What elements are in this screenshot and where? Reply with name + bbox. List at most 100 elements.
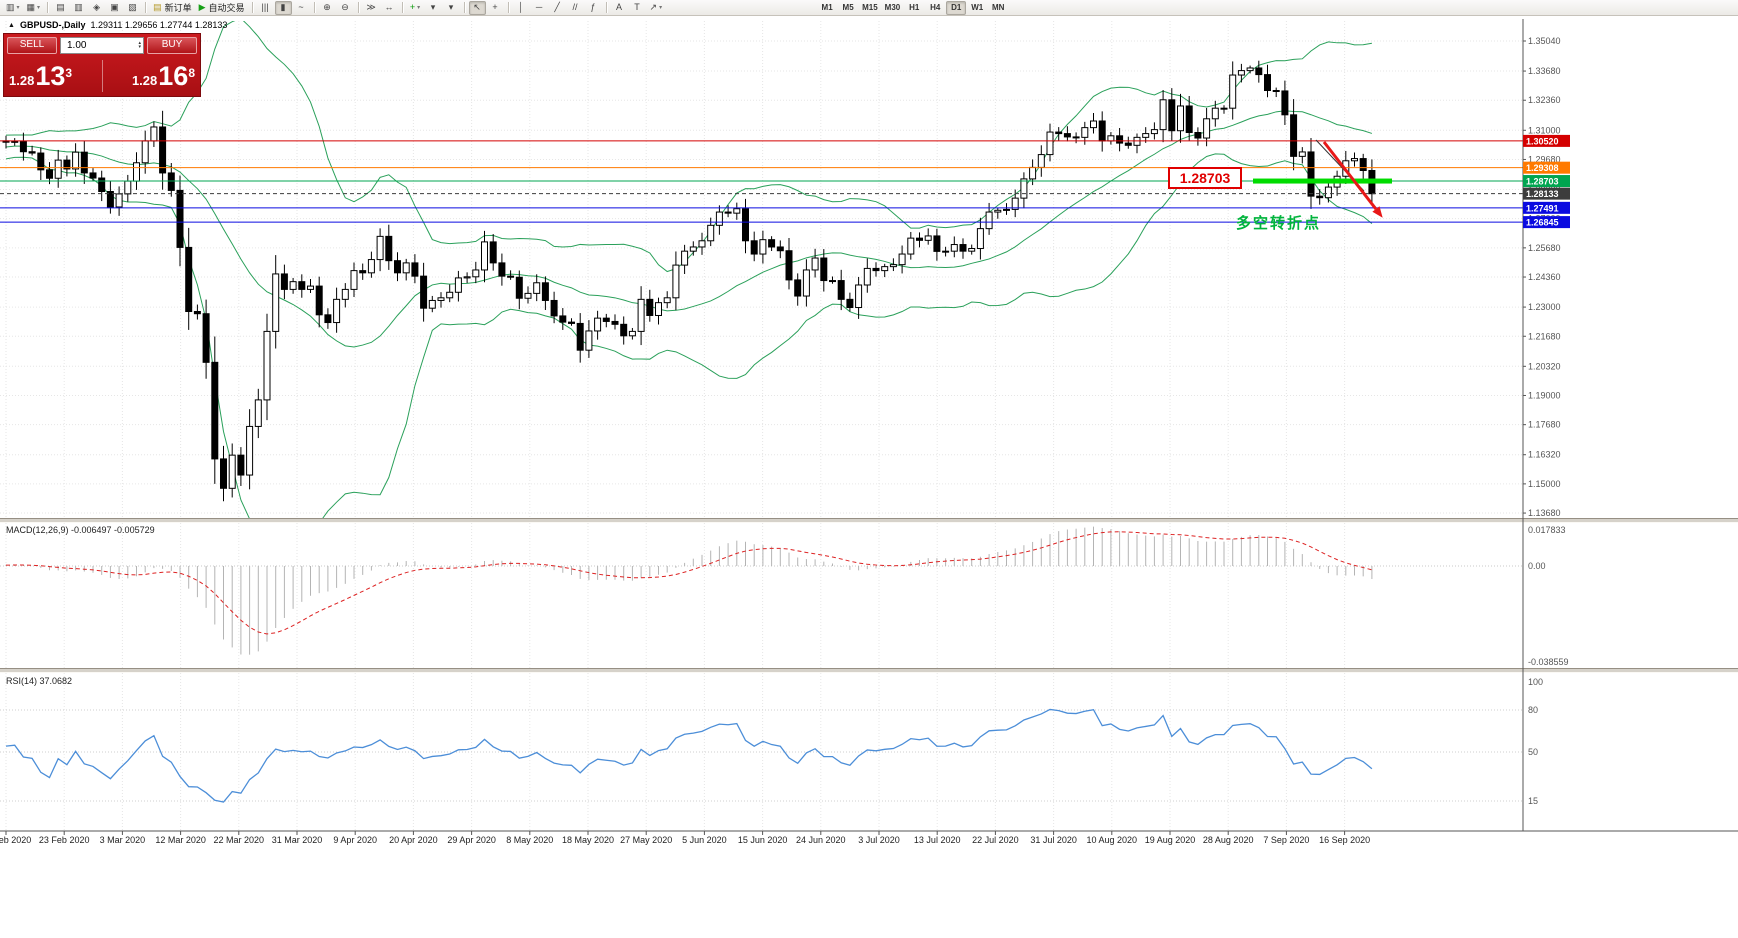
line-chart-button[interactable]: ~ (293, 1, 310, 15)
strategy-tester-button[interactable]: ▧ (124, 1, 141, 15)
candle (1290, 99, 1298, 171)
candle (341, 283, 349, 308)
market-watch-button[interactable]: ▤ (52, 1, 69, 15)
text-label-button[interactable]: T (629, 1, 646, 15)
timeframe-h1[interactable]: H1 (909, 3, 920, 12)
buy-price-base: 1.28 (131, 72, 158, 88)
candle (811, 248, 819, 278)
periods-button[interactable]: ▾ (425, 1, 442, 15)
candle (63, 155, 71, 177)
terminal-button[interactable]: ▣ (106, 1, 123, 15)
date-axis-label: 15 Jun 2020 (738, 835, 788, 845)
vertical-line-button[interactable]: │ (513, 1, 530, 15)
fibonacci-button[interactable]: ƒ (585, 1, 602, 15)
autotrading-button[interactable]: ▶ 自动交易 (196, 1, 248, 15)
chart-canvas[interactable]: 13 Feb 2020 23 Feb 2020 3 Mar 2020 12 Mar 2… (0, 16, 1738, 938)
candle (881, 263, 889, 278)
horizontal-line-button[interactable]: ─ (531, 1, 548, 15)
buy-button[interactable]: BUY (147, 36, 197, 54)
timeframe-d1[interactable]: D1 (946, 0, 967, 15)
date-axis-label: 16 Sep 2020 (1319, 835, 1370, 845)
support-highlight-segment[interactable] (1253, 178, 1392, 184)
new-chart-button[interactable]: ▥ ▾ (3, 1, 23, 15)
cursor-button[interactable]: ↖ (468, 0, 486, 15)
candle (672, 251, 680, 311)
candle (1264, 64, 1271, 98)
indicators-button[interactable]: + ▾ (407, 1, 424, 15)
candle (689, 241, 697, 256)
date-axis-label: 3 Jul 2020 (858, 835, 900, 845)
date-axis-label: 19 Aug 2020 (1145, 835, 1196, 845)
auto-scroll-button[interactable]: ≫ (363, 1, 380, 15)
candle (1185, 95, 1193, 141)
candle (367, 251, 375, 278)
navigator-button[interactable]: ◈ (88, 1, 105, 15)
zoom-out-button[interactable]: ⊖ (337, 1, 354, 15)
buy-price-display[interactable]: 1.28 16 8 (107, 62, 195, 89)
candle (1159, 90, 1167, 143)
price-axis-label: 1.31000 (1528, 125, 1561, 135)
toolbar-separator (357, 2, 359, 13)
axes-layer: 13 Feb 2020 23 Feb 2020 3 Mar 2020 12 Mar 2… (0, 36, 1569, 845)
zoom-in-button[interactable]: ⊕ (319, 1, 336, 15)
date-axis-label: 24 Jun 2020 (796, 835, 846, 845)
splitter-1[interactable] (0, 518, 1738, 523)
candle (394, 252, 401, 282)
turning-point-text: 多空转折点 (1236, 215, 1322, 232)
timeframe-mn[interactable]: MN (991, 3, 1005, 12)
candle (315, 276, 323, 328)
candle (628, 327, 636, 340)
timeframe-m15[interactable]: M15 (862, 3, 878, 12)
candle (1272, 87, 1280, 98)
svg-text:1.26845: 1.26845 (1526, 218, 1559, 228)
text-icon: A (616, 2, 623, 12)
candlestick-chart-button[interactable]: ▮ (274, 0, 292, 15)
candle (942, 246, 950, 257)
crosshair-button[interactable]: + (487, 1, 504, 15)
indicators-icon: + (409, 2, 416, 12)
candle (585, 320, 593, 358)
data-window-button[interactable]: ▥ (70, 1, 87, 15)
volume-field[interactable]: 1.00 ▴ ▾ (60, 36, 144, 54)
macd-label: MACD(12,26,9) -0.006497 -0.005729 (6, 525, 155, 535)
price-badge: 1.28703 (1523, 175, 1570, 188)
timeframe-m1[interactable]: M1 (821, 3, 833, 12)
new-order-button[interactable]: ▤ 新订单 (150, 1, 195, 15)
price-annotation-box[interactable]: 1.28703 (1168, 167, 1242, 189)
price-axis-label: 1.20320 (1528, 361, 1561, 371)
trendline-button[interactable]: ╱ (549, 1, 566, 15)
candle (333, 287, 341, 333)
candle (1072, 132, 1080, 144)
timeframe-m5[interactable]: M5 (842, 3, 854, 12)
bar-chart-button[interactable]: ||| (257, 1, 274, 15)
fibonacci-icon: ƒ (590, 2, 596, 12)
profiles-button[interactable]: ▦ ▾ (24, 1, 44, 15)
one-click-collapse-icon[interactable]: ▲ (8, 21, 15, 29)
chart-window[interactable]: 13 Feb 2020 23 Feb 2020 3 Mar 2020 12 Mar 2… (0, 16, 1738, 938)
timeframe-w1[interactable]: W1 (971, 3, 984, 12)
volume-up-button[interactable]: ▴ (138, 40, 141, 46)
candle (802, 259, 810, 307)
timeframe-m30[interactable]: M30 (884, 3, 901, 12)
candle (576, 313, 584, 363)
candle (28, 145, 36, 156)
volume-value[interactable]: 1.00 (67, 39, 87, 51)
sell-price-display[interactable]: 1.28 13 3 (9, 62, 98, 89)
toolbar-separator (463, 2, 465, 13)
volume-down-button[interactable]: ▾ (138, 44, 141, 50)
sell-button[interactable]: SELL (7, 36, 57, 54)
price-axis-label: 1.23000 (1528, 302, 1561, 312)
splitter-2[interactable] (0, 668, 1738, 673)
candle (1020, 172, 1028, 209)
candle (959, 238, 967, 259)
equidistant-channel-button[interactable]: // (567, 1, 584, 15)
text-button[interactable]: A (611, 1, 628, 15)
auto-scroll-icon: ≫ (366, 2, 376, 12)
macd-layer (0, 526, 1523, 655)
sell-price-point: 3 (65, 65, 73, 80)
chart-shift-button[interactable]: ↔ (381, 1, 398, 15)
templates-button[interactable]: ▾ (443, 1, 460, 15)
timeframe-h4[interactable]: H4 (930, 3, 941, 12)
arrows-button[interactable]: ↗ ▾ (647, 1, 666, 15)
down-arrow-annotation[interactable] (1322, 141, 1378, 210)
